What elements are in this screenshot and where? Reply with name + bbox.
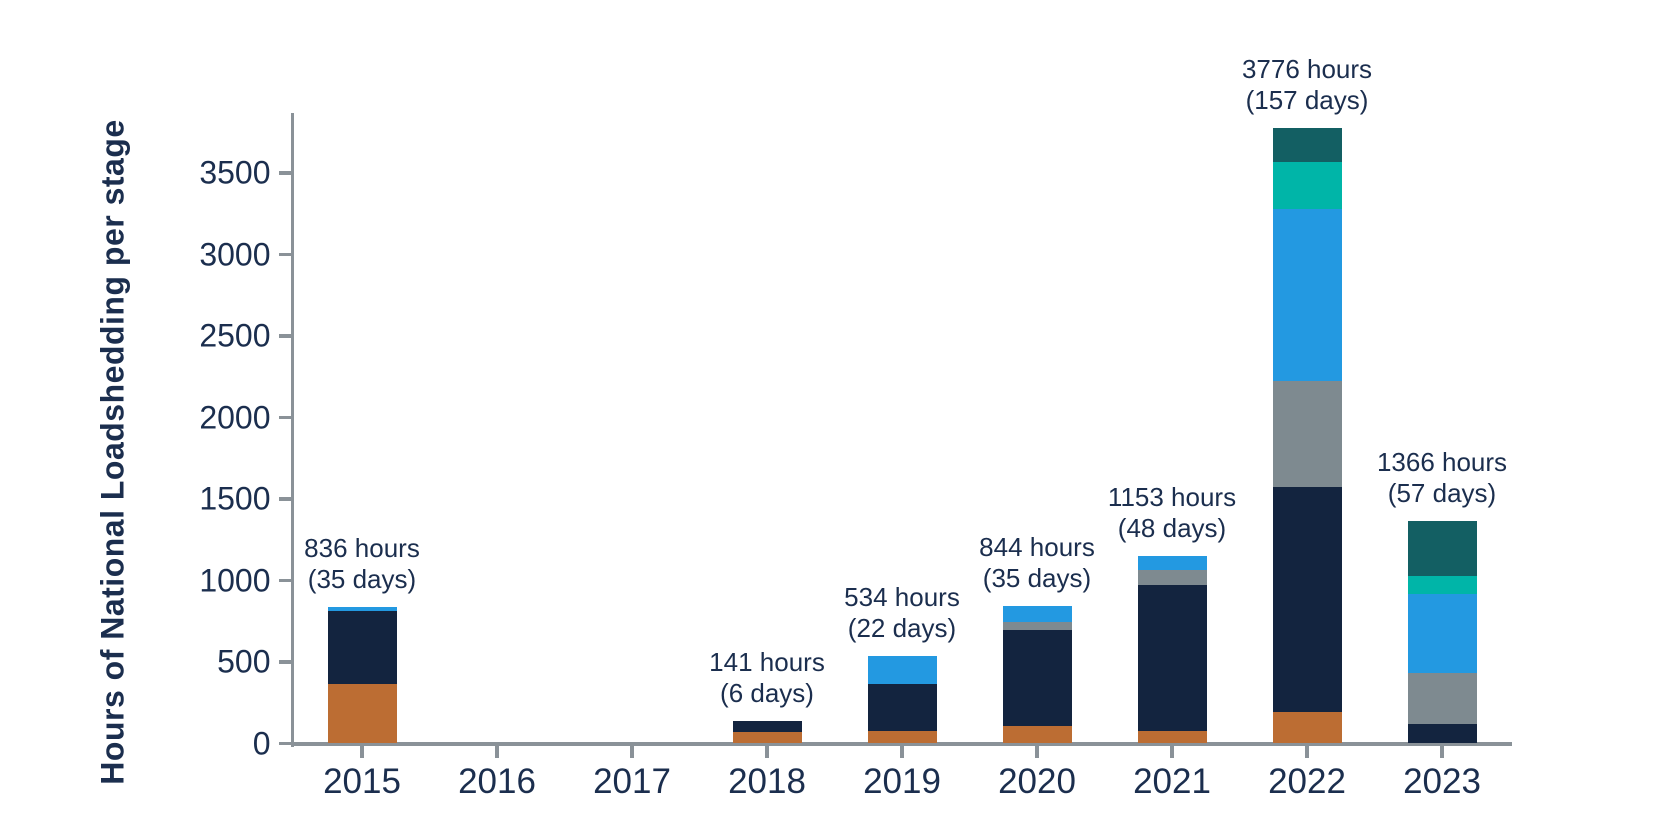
bar-annotation-2018: 141 hours (6 days) — [709, 647, 825, 709]
bar-2022-segment-blue — [1272, 208, 1342, 381]
bar-annotation-2021: 1153 hours (48 days) — [1108, 482, 1236, 544]
y-tick-label: 500 — [217, 643, 271, 680]
y-tick-label: 2000 — [199, 399, 271, 435]
x-tick-label: 2017 — [593, 761, 671, 801]
bar-2021-segment-orange — [1137, 731, 1207, 744]
y-axis-tick — [278, 741, 291, 746]
annotation-days: (22 days) — [847, 613, 957, 644]
annotation-days: (35 days) — [982, 562, 1092, 593]
y-tick-label: 0 — [252, 725, 271, 761]
y-tick-label: 2500 — [199, 317, 271, 354]
annotation-hours: 1153 hours — [1107, 481, 1237, 512]
x-axis-tick — [900, 745, 904, 758]
x-axis-tick — [1035, 745, 1039, 758]
bar-2023-segment-blue — [1407, 593, 1477, 674]
bar-2020-segment-orange — [1002, 726, 1072, 744]
x-tick-label: 2019 — [863, 761, 941, 801]
x-axis-tick — [360, 745, 364, 758]
y-axis-tick — [278, 415, 291, 420]
x-tick-label: 2020 — [998, 761, 1076, 801]
annotation-hours: 1366 hours — [1376, 446, 1508, 477]
bar-2019-segment-orange — [867, 731, 937, 744]
y-axis-tick — [278, 497, 291, 501]
bar-2022-segment-teal — [1272, 161, 1342, 209]
y-tick-label: 1500 — [199, 480, 271, 517]
bar-2015-segment-blue — [327, 607, 397, 612]
bar-2023-segment-teal — [1407, 575, 1477, 594]
y-axis-tick — [278, 171, 291, 175]
annotation-hours: 836 hours — [304, 533, 420, 564]
bar-2022-segment-gray — [1272, 380, 1342, 488]
bar-2019-segment-blue — [867, 656, 937, 684]
annotation-days: (35 days) — [307, 564, 417, 595]
bar-2022-segment-navy — [1272, 487, 1342, 713]
bar-annotation-2023: 1366 hours (57 days) — [1377, 447, 1507, 509]
x-tick-label: 2015 — [323, 761, 401, 801]
bar-annotation-2019: 534 hours (22 days) — [844, 582, 960, 644]
x-axis-tick — [1305, 745, 1309, 758]
bar-annotation-2022: 3776 hours (157 days) — [1242, 54, 1372, 116]
bar-2020-segment-gray — [1002, 621, 1072, 631]
bar-2023-segment-dark-teal — [1407, 520, 1477, 576]
y-axis-tick — [278, 334, 291, 338]
x-axis-tick — [1440, 745, 1444, 758]
annotation-hours: 3776 hours — [1241, 54, 1373, 85]
x-axis-tick — [630, 745, 634, 758]
x-tick-label: 2018 — [728, 761, 806, 801]
bar-2015-segment-orange — [327, 684, 397, 744]
y-axis-tick — [278, 578, 291, 583]
bar-annotation-2020: 844 hours (35 days) — [979, 532, 1095, 594]
annotation-hours: 534 hours — [844, 582, 960, 613]
x-axis-tick — [1170, 745, 1174, 758]
y-tick-label: 3000 — [199, 236, 271, 272]
y-tick-label: 3500 — [199, 154, 271, 191]
bar-2018-segment-navy — [732, 720, 802, 733]
bar-2021-segment-blue — [1137, 555, 1207, 571]
y-axis-line — [290, 113, 294, 747]
bar-2021-segment-gray — [1137, 570, 1207, 586]
y-axis-title: Hours of National Loadshedding per stage — [94, 119, 131, 785]
bar-2023-segment-navy — [1407, 723, 1477, 744]
bar-2021-segment-navy — [1137, 585, 1207, 732]
bar-2022-segment-orange — [1272, 712, 1342, 744]
x-axis-tick — [495, 745, 499, 758]
bar-2020-segment-navy — [1002, 630, 1072, 727]
x-axis-tick — [765, 745, 769, 758]
y-tick-label: 1000 — [199, 562, 271, 598]
annotation-hours: 844 hours — [979, 531, 1095, 562]
bar-2018-segment-orange — [732, 732, 802, 744]
x-axis-line — [290, 742, 1512, 746]
bar-2019-segment-navy — [867, 684, 937, 732]
bar-2015-segment-navy — [327, 611, 397, 684]
annotation-days: (48 days) — [1117, 512, 1227, 543]
bar-2023-segment-gray — [1407, 673, 1477, 724]
y-axis-tick — [278, 252, 291, 257]
annotation-hours: 141 hours — [709, 646, 825, 677]
bar-2022-segment-dark-teal — [1272, 128, 1342, 162]
x-tick-label: 2016 — [458, 761, 536, 801]
bar-annotation-2015: 836 hours (35 days) — [304, 533, 420, 595]
y-axis-tick — [278, 660, 291, 664]
annotation-days: (6 days) — [720, 677, 814, 708]
x-tick-label: 2023 — [1403, 761, 1481, 801]
annotation-days: (157 days) — [1245, 85, 1369, 116]
x-tick-label: 2021 — [1133, 761, 1211, 801]
x-tick-label: 2022 — [1268, 761, 1346, 801]
bar-2020-segment-blue — [1002, 605, 1072, 622]
annotation-days: (57 days) — [1387, 477, 1497, 508]
